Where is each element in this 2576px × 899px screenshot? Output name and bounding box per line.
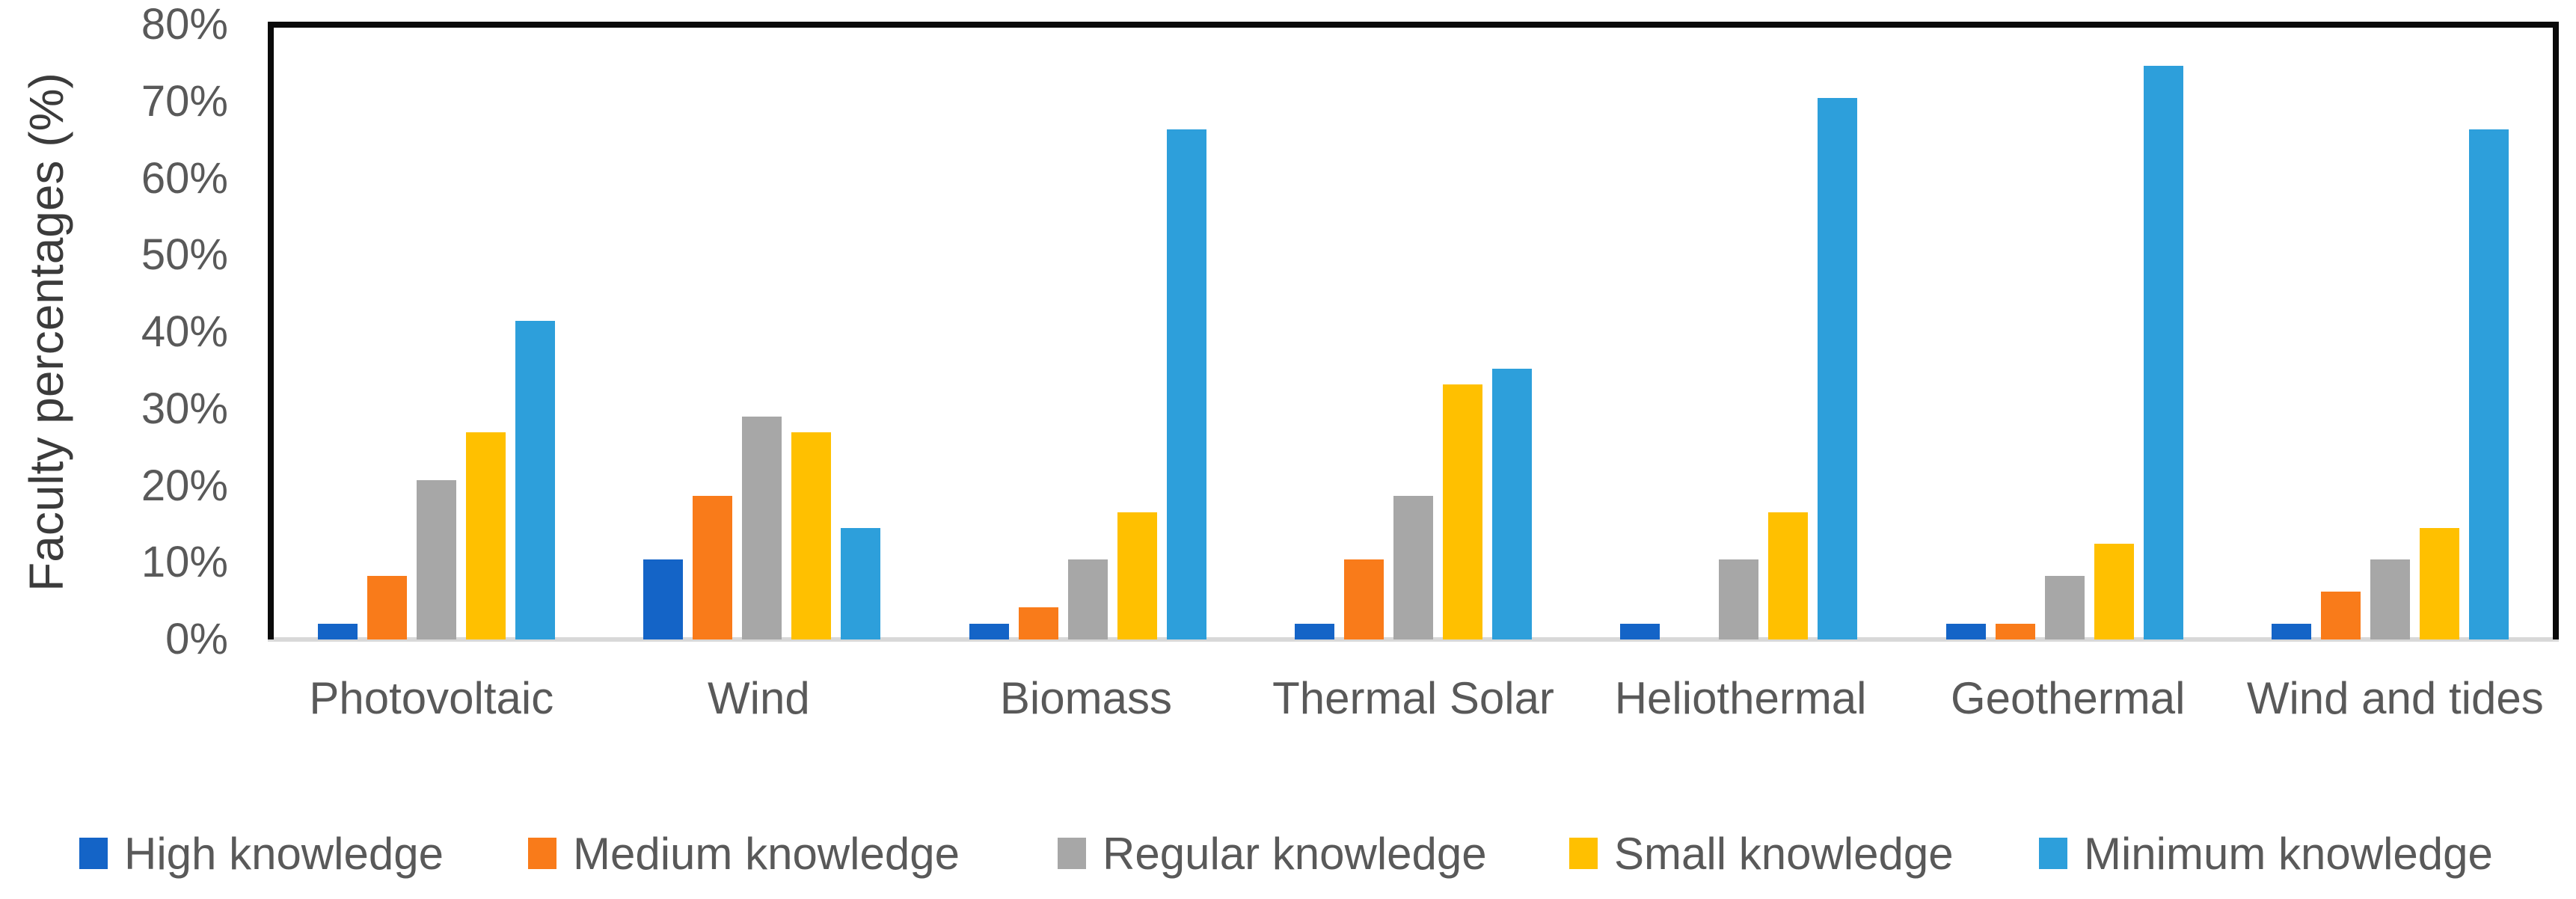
plot-area: [268, 22, 2559, 639]
bar: [1620, 623, 1660, 639]
legend-label: Medium knowledge: [573, 828, 960, 879]
bar: [2468, 129, 2509, 639]
legend-item: Regular knowledge: [1058, 826, 1487, 880]
bar: [1995, 623, 2035, 639]
bar: [2370, 559, 2410, 639]
category-label: Geothermal: [1950, 673, 2186, 723]
legend-label: Regular knowledge: [1103, 828, 1487, 879]
category-label: Photovoltaic: [309, 673, 554, 723]
bar: [1719, 559, 1759, 639]
legend-item: Medium knowledge: [528, 826, 960, 880]
category-label: Wind and tides: [2246, 673, 2544, 723]
bar: [466, 432, 506, 639]
y-tick-label: 70%: [141, 76, 228, 126]
category-label: Heliothermal: [1614, 673, 1867, 723]
bar-group-photovoltaic: [274, 28, 599, 639]
bar-group-wind-and-tides: [2227, 28, 2553, 639]
bar-group-wind: [599, 28, 924, 639]
bar: [969, 623, 1009, 639]
bar: [2419, 527, 2459, 639]
bar: [791, 432, 832, 639]
legend-item: Small knowledge: [1569, 826, 1954, 880]
bar: [367, 575, 408, 639]
bar: [1768, 512, 1809, 639]
bar: [1343, 559, 1384, 639]
bar: [2143, 66, 2183, 639]
bar: [1117, 512, 1157, 639]
bar: [1393, 496, 1433, 639]
legend-label: Small knowledge: [1614, 828, 1954, 879]
x-axis-baseline: [268, 637, 2559, 642]
legend-swatch: [79, 838, 108, 869]
bar: [693, 496, 733, 639]
bar: [1442, 384, 1482, 639]
legend-swatch: [2039, 838, 2067, 869]
legend-item: High knowledge: [79, 826, 444, 880]
y-tick-label: 60%: [141, 153, 228, 203]
y-tick-label: 10%: [141, 538, 228, 587]
bar: [2320, 592, 2361, 639]
bar: [2271, 623, 2311, 639]
category-label: Thermal Solar: [1272, 673, 1554, 723]
legend-item: Minimum knowledge: [2039, 826, 2493, 880]
y-tick-label: 80%: [141, 0, 228, 49]
bar: [318, 623, 358, 639]
y-tick-label: 0%: [165, 615, 228, 663]
y-tick-label: 40%: [141, 307, 228, 356]
category-labels: Photovoltaic Wind Biomass Thermal Solar Heli…: [268, 672, 2559, 725]
y-tick-label: 30%: [141, 384, 228, 433]
bar: [515, 320, 556, 639]
legend-label: High knowledge: [124, 828, 444, 879]
legend-label: Minimum knowledge: [2084, 828, 2493, 879]
bar: [841, 527, 881, 639]
legend-swatch: [528, 838, 556, 869]
bar: [2094, 544, 2134, 639]
bar: [1294, 623, 1334, 639]
category-label: Wind: [708, 673, 810, 723]
bar-group-geothermal: [1901, 28, 2227, 639]
bar: [643, 559, 684, 639]
bar: [1067, 559, 1108, 639]
y-tick-label: 50%: [141, 230, 228, 280]
bar: [1818, 97, 1858, 639]
y-tick-label: 20%: [141, 461, 228, 510]
bar: [417, 480, 457, 639]
legend-swatch: [1569, 838, 1598, 869]
bar-group-biomass: [925, 28, 1251, 639]
bar: [1166, 129, 1206, 639]
category-label: Biomass: [999, 673, 1172, 723]
bar-group-thermal-solar: [1251, 28, 1576, 639]
bar: [1945, 623, 1986, 639]
bar-group-heliothermal: [1576, 28, 1901, 639]
legend-swatch: [1058, 838, 1086, 869]
bar: [742, 416, 782, 639]
bar: [2044, 575, 2085, 639]
bar: [1018, 607, 1058, 639]
bar: [1491, 368, 1532, 639]
